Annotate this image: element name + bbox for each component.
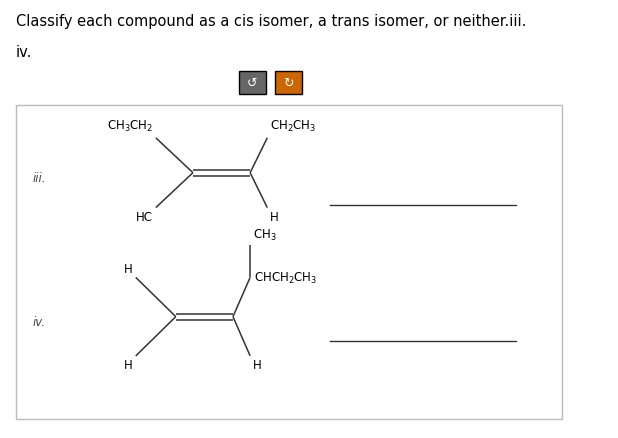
Text: H: H — [124, 263, 133, 276]
Text: CH$_2$CH$_3$: CH$_2$CH$_3$ — [270, 119, 316, 134]
Text: iii.: iii. — [33, 171, 46, 184]
Text: iv.: iv. — [33, 315, 46, 328]
Text: ↺: ↺ — [247, 77, 258, 90]
Text: H: H — [253, 358, 262, 371]
Text: iv.: iv. — [15, 45, 32, 60]
Text: CH$_3$: CH$_3$ — [253, 228, 277, 243]
Text: ↻: ↻ — [283, 77, 294, 90]
Text: H: H — [124, 358, 133, 371]
Text: HC: HC — [136, 210, 153, 223]
FancyBboxPatch shape — [275, 72, 302, 95]
Text: H: H — [270, 210, 279, 223]
FancyBboxPatch shape — [15, 106, 562, 419]
Text: CH$_3$CH$_2$: CH$_3$CH$_2$ — [106, 119, 153, 134]
FancyBboxPatch shape — [239, 72, 266, 95]
Text: CHCH$_2$CH$_3$: CHCH$_2$CH$_3$ — [253, 270, 317, 285]
Text: Classify each compound as a cis isomer, a trans isomer, or neither.iii.: Classify each compound as a cis isomer, … — [15, 14, 526, 29]
